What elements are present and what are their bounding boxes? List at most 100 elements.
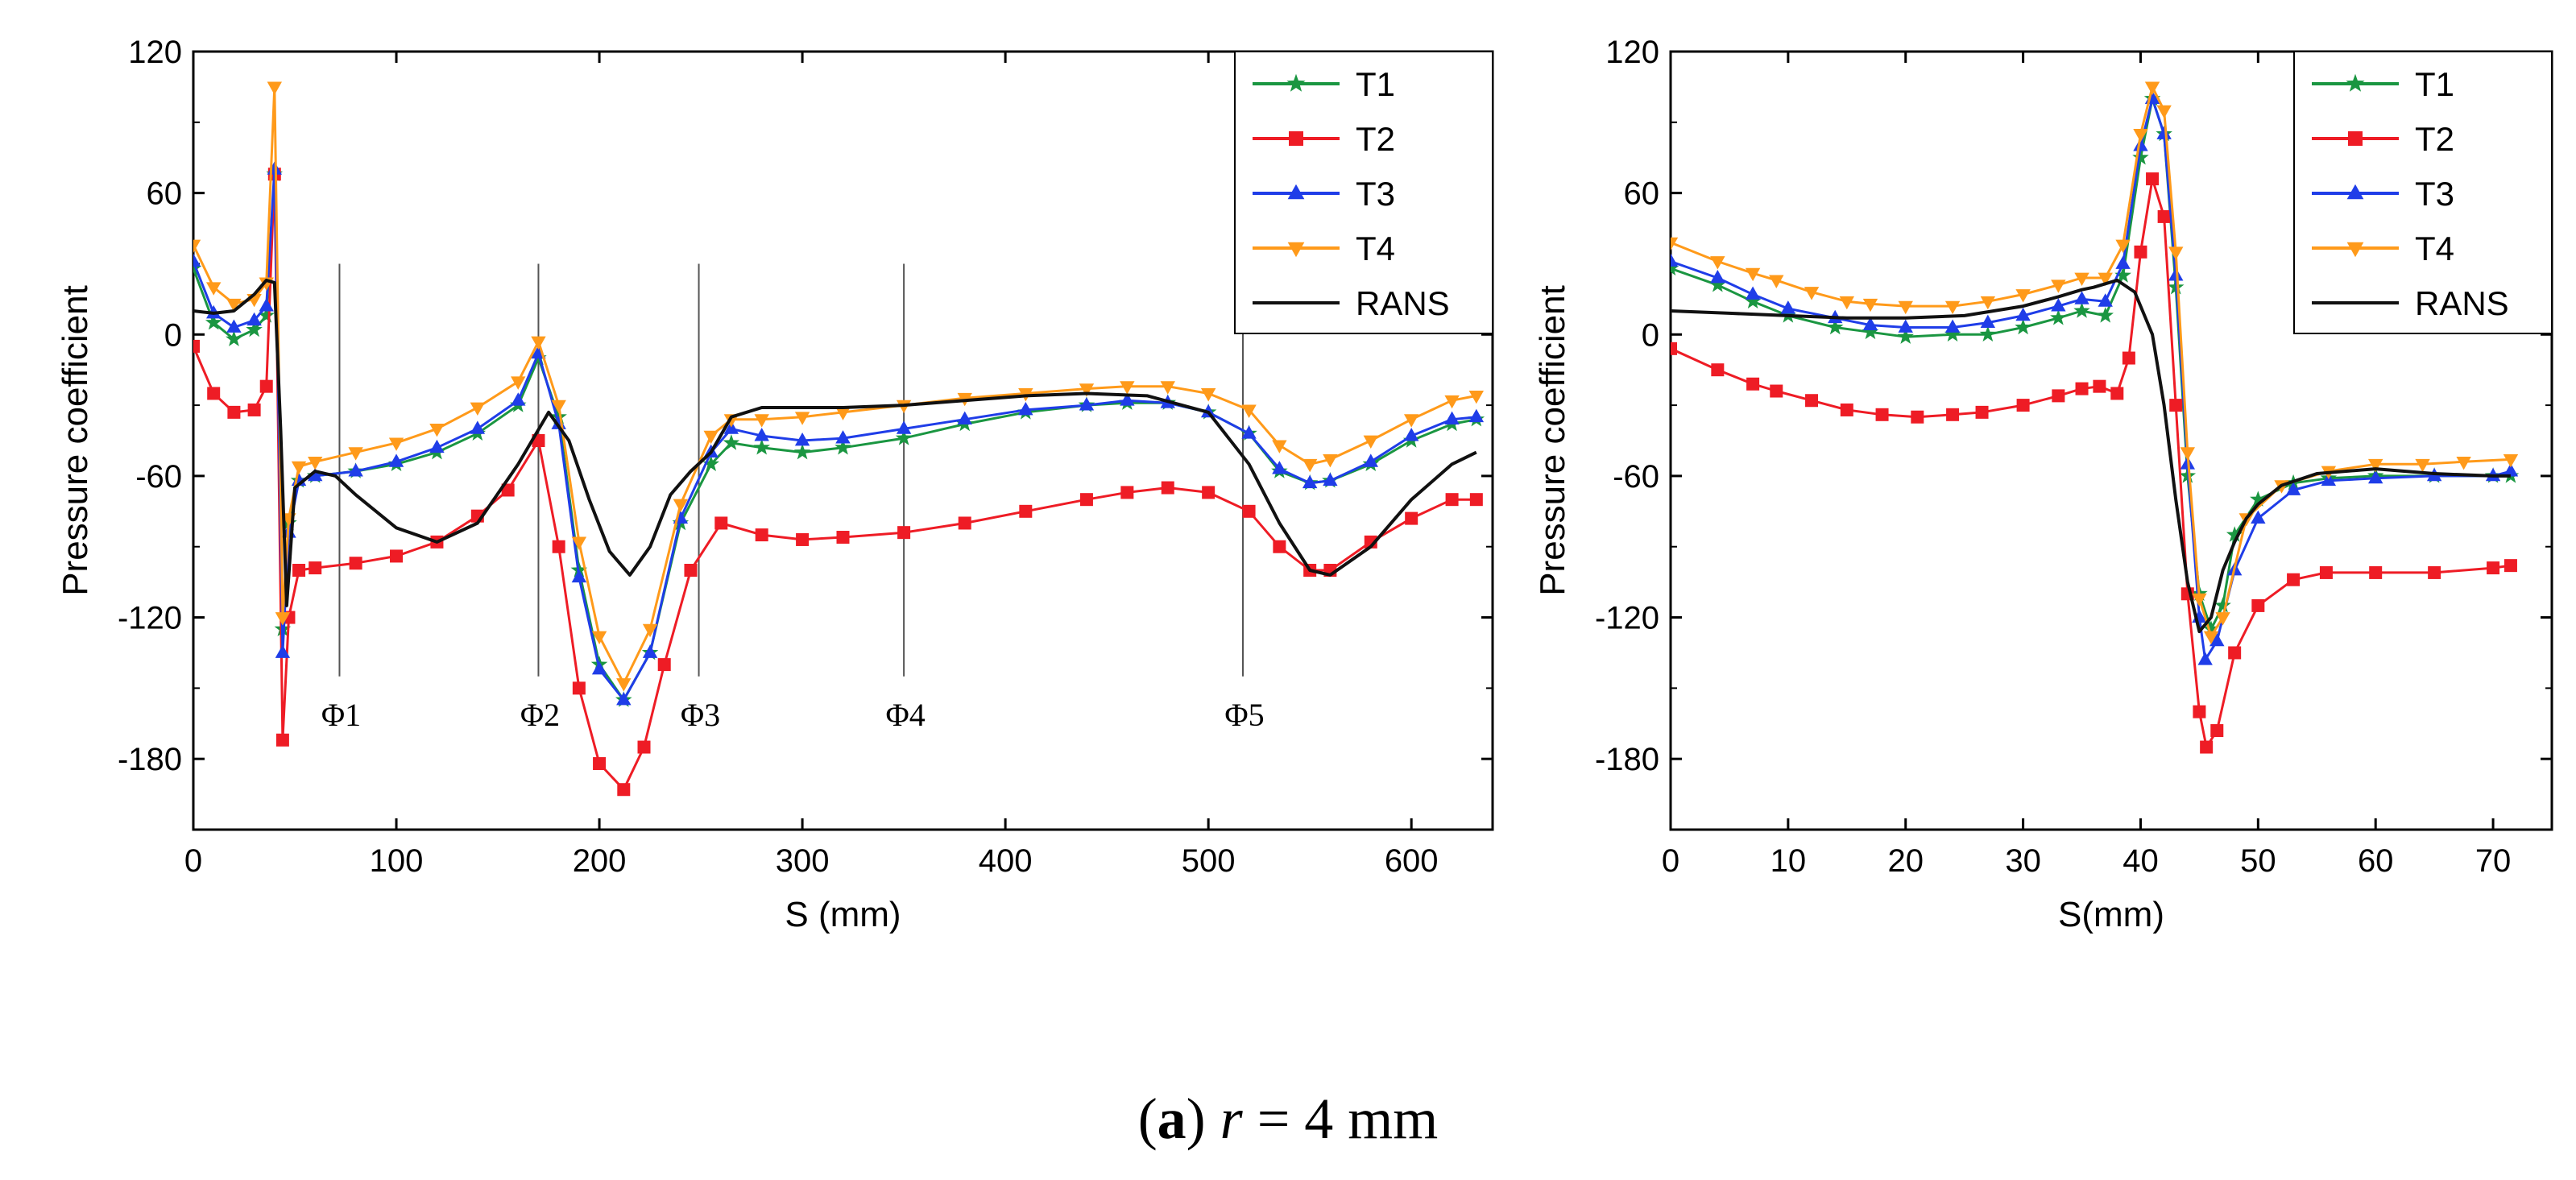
left-point-t2 [1079,493,1093,507]
left-point-t2 [593,757,607,771]
left-point-t4 [794,412,810,425]
right-point-t3 [1980,314,1996,329]
left-point-t2 [1405,511,1418,525]
left-point-t4 [470,402,486,416]
right-point-t1 [2226,526,2243,542]
left-point-t3 [754,428,769,441]
left-point-t4 [616,678,632,692]
right-point-t2 [2504,559,2517,573]
right-x-tick-label: 50 [2240,843,2276,879]
right-legend-label-rans: RANS [2415,284,2509,322]
right-point-t2 [2210,724,2224,738]
right-point-t4 [2051,279,2066,293]
left-point-t3 [1468,408,1485,423]
left-point-t3 [511,392,526,406]
left-legend-marker-t3 [1287,184,1305,200]
right-x-tick-label: 0 [1662,843,1679,879]
left-point-t2 [637,740,651,754]
left-legend-label-t2: T2 [1356,120,1395,158]
right-point-t1 [2073,302,2090,318]
left-point-t3 [275,644,291,658]
left-legend-marker-t4 [1287,242,1305,258]
right-plot-frame [1669,50,2553,831]
right-legend-marker-t2 [2348,131,2363,146]
left-point-t4 [206,282,222,296]
right-point-t1 [2202,620,2220,636]
left-point-t2 [1242,504,1256,518]
right-point-t3 [2156,126,2172,139]
left-legend-marker-t1 [1286,73,1306,92]
right-point-t3 [2015,307,2031,321]
right-y-tick-label: 0 [1642,317,1659,353]
right-point-t1 [1979,325,1997,342]
right-x-axis-label: S(mm) [2058,895,2164,934]
left-point-t3 [1079,397,1095,411]
left-point-t2 [1120,486,1134,499]
right-point-t4 [1862,298,1878,313]
left-point-t2 [193,339,200,353]
left-x-tick-label: 500 [1182,843,1236,879]
left-point-t4 [673,499,689,513]
left-point-t2 [1202,486,1216,499]
right-x-tick-label: 40 [2123,843,2159,879]
left-point-t4 [754,414,769,428]
left-point-t3 [591,660,607,675]
right-legend-marker-t3 [2346,184,2364,200]
left-point-t3 [616,692,632,706]
right-legend-label-t4: T4 [2415,230,2454,267]
right-y-tick-label: -60 [1613,459,1659,495]
left-point-t4 [193,239,201,254]
right-point-t4 [2192,593,2207,607]
left-point-t3 [388,453,404,467]
left-point-t3 [1403,428,1419,441]
caption-close: ) [1186,1087,1206,1151]
left-point-t1 [205,313,222,330]
right-point-t4 [2415,458,2430,473]
right-point-t4 [2133,129,2148,143]
right-point-t4 [2098,272,2113,287]
left-point-t3 [1120,392,1135,406]
left-point-t2 [292,564,306,577]
right-point-t1 [2250,491,2267,507]
right-point-t3 [1944,319,1961,333]
right-y-tick-label: 60 [1624,176,1660,212]
right-point-t2 [2093,379,2106,393]
right-legend-label-t1: T1 [2415,65,2454,103]
right-point-t2 [2052,389,2065,403]
left-point-t4 [511,376,526,390]
right-point-t4 [2180,447,2196,461]
left-point-t3 [1363,453,1378,467]
right-point-t2 [1946,408,1960,421]
left-point-t4 [1302,458,1318,473]
right-point-t2 [2228,646,2242,660]
left-point-t3 [259,298,274,312]
left-point-t1 [835,439,851,455]
right-point-t3 [2251,510,2266,524]
right-point-t2 [1911,410,1924,424]
left-x-tick-label: 100 [370,843,424,879]
right-point-t3 [2168,267,2184,281]
left-point-t2 [684,564,698,577]
right-point-t4 [2168,246,2184,260]
right-y-tick-label: -120 [1595,601,1659,636]
left-point-t3 [226,319,242,333]
caption-open: ( [1137,1087,1158,1151]
right-point-t2 [2287,573,2301,586]
right-series-line-t3 [1671,97,2512,661]
left-point-t4 [1403,414,1419,428]
right-point-t2 [2169,399,2183,412]
left-point-t2 [714,516,728,530]
right-point-t1 [1744,292,1762,308]
left-annotation-label: Φ1 [321,697,361,733]
left-point-t4 [267,81,283,95]
right-point-t2 [1975,405,1989,419]
left-point-t2 [207,387,221,400]
left-point-t3 [571,569,587,583]
right-point-t4 [2503,454,2519,468]
right-y-tick-label: -180 [1595,742,1659,777]
right-point-t2 [2319,565,2333,579]
right-point-t4 [1671,237,1679,251]
left-point-t2 [897,526,911,540]
left-point-t4 [1468,390,1485,404]
left-legend-label-t3: T3 [1356,175,1395,213]
